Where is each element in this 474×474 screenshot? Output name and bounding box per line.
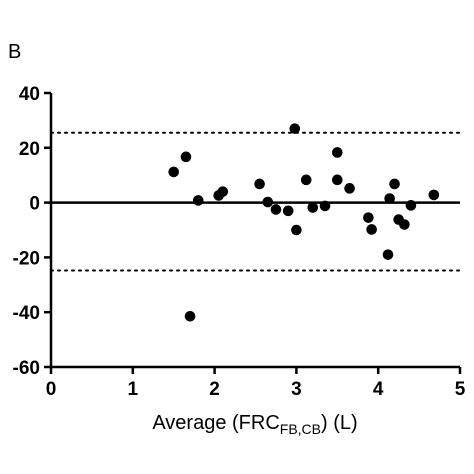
data-point — [291, 224, 302, 236]
data-point — [382, 249, 394, 260]
y-axis-ticks: 40 20 0 -20 -40 -60 — [13, 84, 51, 379]
data-point — [384, 193, 395, 204]
data-point — [428, 189, 440, 201]
x-tick-label: 2 — [209, 379, 220, 400]
data-point — [405, 200, 417, 211]
x-tick-label: 5 — [455, 379, 466, 400]
data-point — [300, 174, 312, 186]
y-tick-label: -60 — [13, 358, 40, 379]
y-tick-label: -40 — [13, 303, 40, 324]
y-tick-label: 40 — [19, 84, 40, 105]
y-tick-label: 0 — [29, 194, 40, 215]
data-point — [270, 204, 282, 215]
data-point — [332, 147, 343, 158]
x-tick-label: 0 — [46, 379, 57, 400]
x-axis-title-tail: ) (L) — [321, 412, 358, 434]
y-tick-label: -20 — [13, 248, 40, 269]
data-points — [168, 123, 440, 322]
panel-label: B — [8, 41, 21, 63]
x-tick-label: 1 — [128, 379, 139, 400]
x-axis-title: Average (FRCFB,CB) (L) — [152, 412, 357, 437]
data-point — [307, 202, 319, 213]
data-point — [289, 123, 301, 134]
data-point — [180, 151, 192, 163]
data-point — [282, 205, 294, 217]
data-point — [168, 166, 179, 178]
data-point — [363, 212, 374, 223]
x-axis-title-main: Average (FRC — [152, 412, 279, 434]
data-point — [366, 224, 377, 235]
data-point — [192, 195, 204, 206]
reference-lines — [50, 131, 461, 272]
data-point — [254, 178, 265, 190]
data-point — [389, 178, 400, 190]
x-axis-ticks: 0 1 2 3 4 5 — [46, 367, 466, 400]
data-point — [217, 186, 229, 197]
data-point — [319, 200, 331, 212]
data-point — [399, 219, 410, 230]
x-tick-label: 4 — [373, 379, 384, 400]
data-point — [344, 183, 355, 194]
x-tick-label: 3 — [291, 379, 302, 400]
y-tick-label: 20 — [19, 139, 40, 160]
data-point — [262, 196, 274, 208]
axes — [49, 93, 460, 369]
x-axis-title-subscript: FB,CB — [280, 421, 321, 437]
data-point — [332, 174, 343, 186]
data-point — [184, 311, 196, 322]
